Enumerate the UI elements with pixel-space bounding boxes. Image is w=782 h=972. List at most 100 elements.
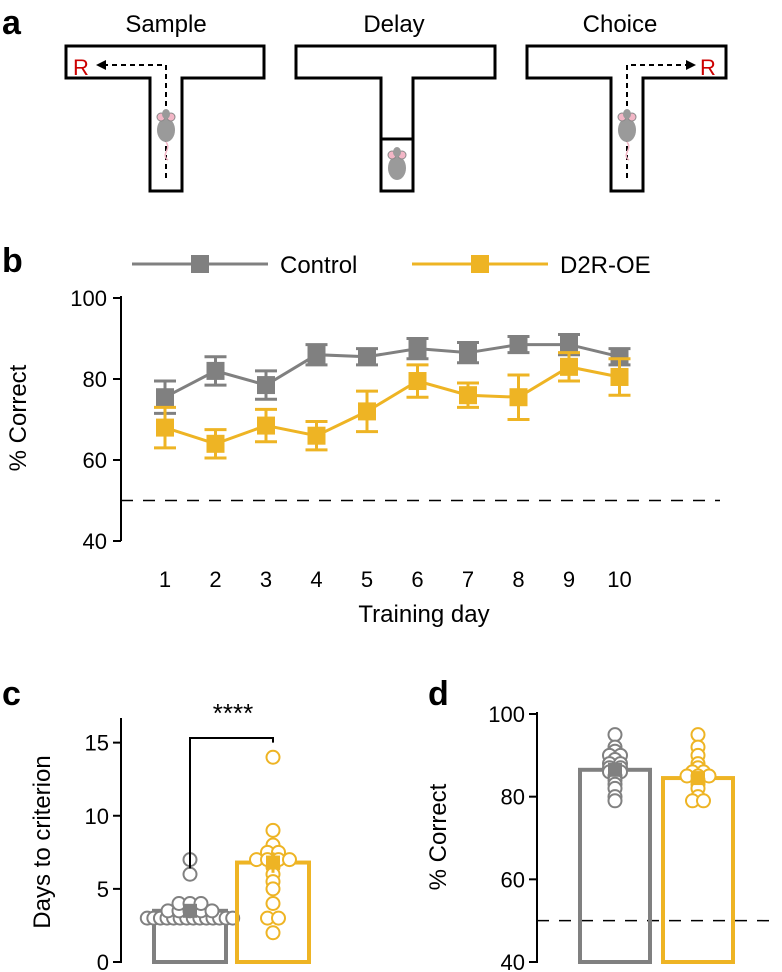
data-point <box>696 793 711 809</box>
maze-choice-title: Choice <box>583 11 658 38</box>
data-point <box>509 388 528 407</box>
data-point <box>182 866 198 882</box>
data-point <box>560 335 578 354</box>
y-ticks: 40 60 80 100 <box>70 286 121 554</box>
legend-label-d2r: D2R-OE <box>560 252 651 279</box>
y-axis-label: % Correct <box>425 783 452 890</box>
maze-sample-arrowhead <box>96 60 106 70</box>
legend-marker-d2r <box>471 255 489 273</box>
mouse-icon <box>387 147 407 180</box>
data-point <box>265 881 281 897</box>
panel-c: c Days to criterion 0 5 10 15 **** <box>2 675 311 972</box>
y-tick-label: 15 <box>85 731 109 756</box>
data-point <box>206 434 225 453</box>
panel-a-label: a <box>2 4 22 42</box>
bar-group-d2r-oe <box>661 727 735 964</box>
series-d2r-oe <box>154 351 631 460</box>
y-tick-label: 0 <box>97 950 109 972</box>
x-axis-label: Training day <box>358 601 489 628</box>
data-point <box>193 896 209 911</box>
legend: Control D2R-OE <box>132 252 651 279</box>
y-tick-label: 100 <box>488 702 525 727</box>
maze-delay: Delay <box>294 11 497 193</box>
data-point <box>257 376 275 395</box>
bars <box>139 749 311 964</box>
x-tick-label: 9 <box>563 567 575 592</box>
data-point <box>257 416 275 435</box>
data-point <box>607 727 623 743</box>
data-point <box>156 388 174 407</box>
legend-marker-control <box>191 255 209 273</box>
y-tick-label: 40 <box>501 950 525 972</box>
data-point <box>156 418 174 437</box>
data-point <box>358 347 376 366</box>
y-tick-label: 10 <box>85 804 109 829</box>
x-tick-label: 5 <box>361 567 373 592</box>
maze-sample-title: Sample <box>125 11 206 38</box>
x-tick-label: 4 <box>310 567 322 592</box>
data-point <box>206 361 225 380</box>
maze-sample-reward: R <box>73 55 89 80</box>
data-point <box>265 896 281 911</box>
maze-choice: Choice R <box>525 11 728 193</box>
data-point <box>690 727 706 743</box>
mouse-icon <box>617 109 637 161</box>
y-tick-label: 60 <box>83 448 107 473</box>
data-point <box>265 749 281 765</box>
y-axis-label: % Correct <box>5 364 32 471</box>
significance-bracket <box>189 737 274 869</box>
data-point <box>282 852 297 868</box>
y-tick-label: 80 <box>501 785 525 810</box>
panel-b-label: b <box>2 242 23 280</box>
significance-stars: **** <box>213 698 253 728</box>
bar-group-control <box>578 727 652 964</box>
data-point <box>560 357 578 376</box>
x-ticks: 1 2 3 4 5 6 7 8 9 10 <box>159 567 632 592</box>
y-tick-label: 5 <box>97 877 109 902</box>
data-point <box>358 402 376 421</box>
data-point <box>265 822 281 838</box>
maze-delay-title: Delay <box>363 11 424 38</box>
data-point <box>265 925 281 941</box>
y-ticks: 0 5 10 15 <box>85 731 121 972</box>
data-point <box>408 372 427 391</box>
bar-group-control <box>139 852 241 964</box>
y-tick-label: 100 <box>70 286 107 311</box>
panel-b: b Control D2R-OE % Correct Training day … <box>2 242 720 628</box>
x-tick-label: 1 <box>159 567 171 592</box>
y-axis-label: Days to criterion <box>29 755 56 928</box>
mean-marker <box>183 903 197 918</box>
x-tick-label: 3 <box>260 567 272 592</box>
x-tick-label: 2 <box>209 567 221 592</box>
mean-marker <box>266 855 280 870</box>
data-point <box>610 347 629 366</box>
bars <box>578 727 735 964</box>
bar-group-d2r-oe <box>235 749 311 964</box>
series-line <box>164 365 620 446</box>
x-tick-label: 8 <box>512 567 524 592</box>
series <box>154 332 631 460</box>
data-point <box>459 343 477 362</box>
mean-marker <box>608 762 622 777</box>
data-point <box>204 903 220 919</box>
panel-a: a Sample R Delay <box>2 4 728 193</box>
data-point <box>509 335 528 354</box>
mean-marker <box>691 771 705 786</box>
data-point <box>408 339 427 358</box>
maze-choice-reward: R <box>700 55 716 80</box>
maze-choice-arrowhead <box>686 60 696 70</box>
y-ticks: 40 60 80 100 <box>488 702 537 972</box>
data-point <box>459 386 477 405</box>
series-line <box>164 343 620 399</box>
maze-delay-outline <box>294 44 497 193</box>
data-point <box>307 345 326 364</box>
data-point <box>610 367 629 386</box>
maze-sample: Sample R <box>64 11 266 193</box>
y-tick-label: 40 <box>83 529 107 554</box>
x-tick-label: 6 <box>411 567 423 592</box>
panel-c-label: c <box>2 675 21 713</box>
data-point <box>271 910 286 926</box>
legend-label-control: Control <box>280 252 357 279</box>
panel-d-label: d <box>428 675 449 713</box>
